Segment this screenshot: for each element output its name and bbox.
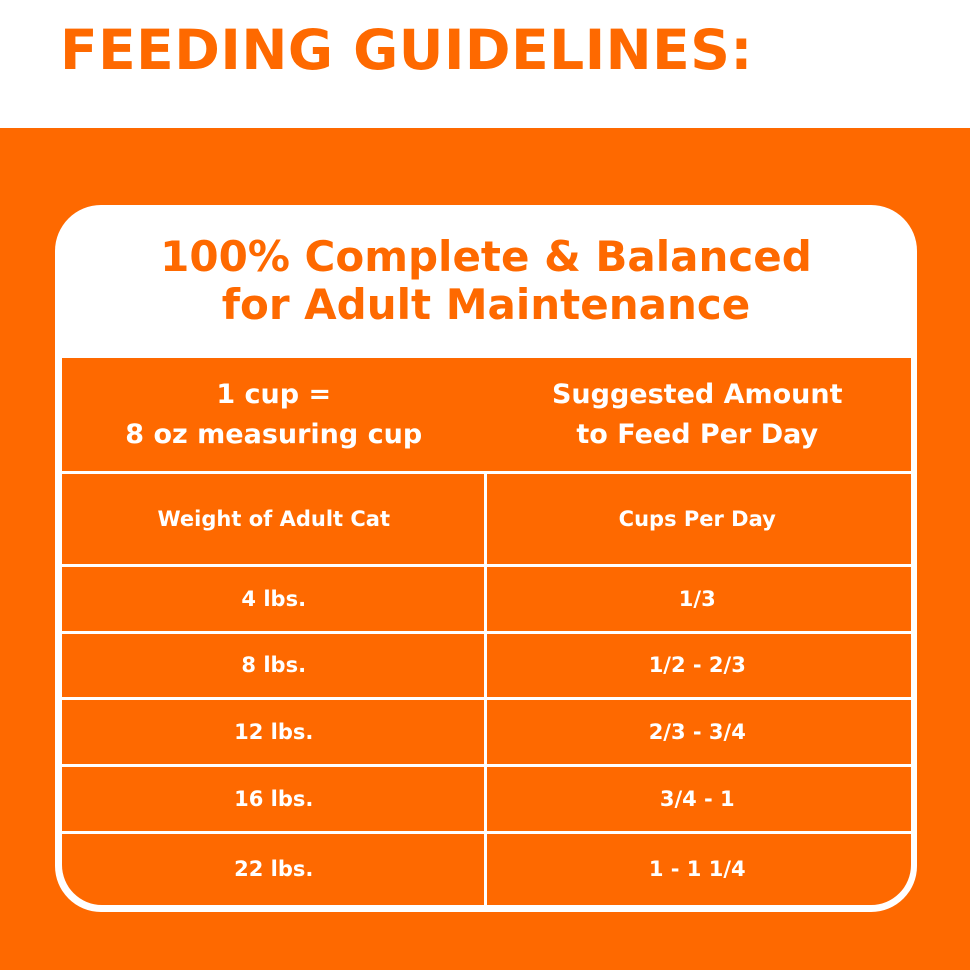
header-cell: Suggested Amount to Feed Per Day xyxy=(486,358,910,472)
header-line: 1 cup = xyxy=(216,379,332,410)
table-cell: 1 - 1 1/4 xyxy=(486,832,910,905)
row-divider xyxy=(62,697,911,700)
cell-text: 8 lbs. xyxy=(241,653,307,677)
header-line: 8 oz measuring cup xyxy=(125,419,423,450)
card: 100% Complete & Balanced for Adult Maint… xyxy=(55,205,917,912)
cell-text: 12 lbs. xyxy=(234,719,314,744)
table-cell: 2/3 - 3/4 xyxy=(486,698,910,765)
card-title-line: 100% Complete & Balanced xyxy=(160,232,812,281)
table-cell: 3/4 - 1 xyxy=(486,765,910,832)
cell-text: 3/4 - 1 xyxy=(659,786,735,811)
table-cell: 4 lbs. xyxy=(62,565,486,632)
row-divider xyxy=(62,764,911,767)
table-cell: 22 lbs. xyxy=(62,832,486,905)
header-line: to Feed Per Day xyxy=(576,419,819,450)
column-divider xyxy=(484,472,487,905)
header-cell: 1 cup = 8 oz measuring cup xyxy=(62,358,486,472)
table-cell: 8 lbs. xyxy=(62,632,486,698)
column-header-text: Cups Per Day xyxy=(618,506,776,531)
table-cell: 1/2 - 2/3 xyxy=(486,632,910,698)
table: 1 cup = 8 oz measuring cup Suggested Amoun… xyxy=(62,358,911,905)
cell-text: 4 lbs. xyxy=(241,586,307,611)
cell-text: 1/2 - 2/3 xyxy=(648,653,746,677)
page-title: FEEDING GUIDELINES: xyxy=(60,18,753,82)
cell-text: 1 - 1 1/4 xyxy=(648,856,746,881)
card-title: 100% Complete & Balanced for Adult Maint… xyxy=(55,233,917,329)
cell-text: 1/3 xyxy=(678,586,716,611)
cell-text: 16 lbs. xyxy=(234,786,314,811)
column-header: Weight of Adult Cat xyxy=(62,472,486,565)
cell-text: 2/3 - 3/4 xyxy=(648,719,746,744)
table-cell: 12 lbs. xyxy=(62,698,486,765)
table-cell: 1/3 xyxy=(486,565,910,632)
cell-text: 22 lbs. xyxy=(234,856,314,881)
column-header: Cups Per Day xyxy=(486,472,910,565)
table-cell: 16 lbs. xyxy=(62,765,486,832)
row-divider xyxy=(62,564,911,567)
row-divider xyxy=(62,831,911,834)
column-header-text: Weight of Adult Cat xyxy=(157,506,390,531)
row-divider xyxy=(62,631,911,634)
card-title-line: for Adult Maintenance xyxy=(221,280,751,329)
header-line: Suggested Amount xyxy=(551,379,843,410)
